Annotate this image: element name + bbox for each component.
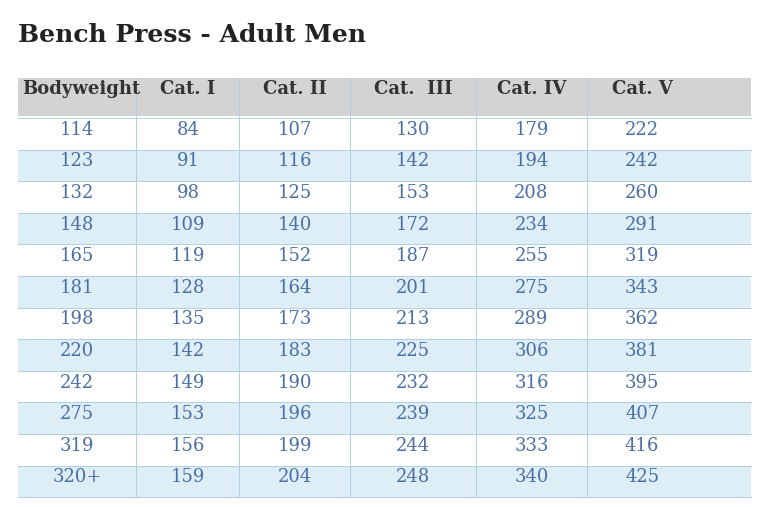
Text: 153: 153 <box>396 184 431 202</box>
Text: 340: 340 <box>514 468 548 486</box>
Text: 198: 198 <box>60 310 95 329</box>
FancyBboxPatch shape <box>18 308 751 339</box>
Text: 316: 316 <box>514 374 549 391</box>
Text: Cat. IV: Cat. IV <box>497 80 566 98</box>
Text: 343: 343 <box>625 279 659 297</box>
FancyBboxPatch shape <box>18 78 751 116</box>
Text: 179: 179 <box>514 121 548 139</box>
Text: 204: 204 <box>278 468 312 486</box>
Text: 148: 148 <box>60 215 95 234</box>
Text: 142: 142 <box>171 342 205 360</box>
Text: 128: 128 <box>171 279 205 297</box>
Text: 123: 123 <box>60 153 95 170</box>
Text: 248: 248 <box>396 468 430 486</box>
Text: Cat. V: Cat. V <box>611 80 673 98</box>
FancyBboxPatch shape <box>18 244 751 276</box>
Text: 187: 187 <box>396 247 431 265</box>
FancyBboxPatch shape <box>18 213 751 244</box>
Text: 119: 119 <box>171 247 205 265</box>
Text: Cat.  III: Cat. III <box>374 80 452 98</box>
Text: 98: 98 <box>176 184 199 202</box>
Text: 260: 260 <box>625 184 659 202</box>
Text: 172: 172 <box>396 215 430 234</box>
Text: 208: 208 <box>514 184 548 202</box>
FancyBboxPatch shape <box>18 465 751 497</box>
Text: 275: 275 <box>514 279 548 297</box>
Text: 319: 319 <box>625 247 659 265</box>
Text: 232: 232 <box>396 374 430 391</box>
FancyBboxPatch shape <box>18 118 751 150</box>
FancyBboxPatch shape <box>18 403 751 434</box>
Text: 201: 201 <box>396 279 431 297</box>
Text: 381: 381 <box>625 342 659 360</box>
Text: 84: 84 <box>176 121 199 139</box>
Text: 156: 156 <box>171 437 205 455</box>
Text: 140: 140 <box>278 215 312 234</box>
FancyBboxPatch shape <box>18 182 751 213</box>
Text: 159: 159 <box>171 468 205 486</box>
Text: 289: 289 <box>514 310 548 329</box>
Text: 116: 116 <box>278 153 312 170</box>
Text: 416: 416 <box>625 437 659 455</box>
Text: 194: 194 <box>514 153 548 170</box>
Text: 222: 222 <box>625 121 659 139</box>
Text: 291: 291 <box>625 215 659 234</box>
Text: 183: 183 <box>278 342 312 360</box>
FancyBboxPatch shape <box>18 434 751 465</box>
Text: 152: 152 <box>278 247 312 265</box>
Text: 325: 325 <box>514 405 548 423</box>
Text: Cat. I: Cat. I <box>160 80 215 98</box>
Text: Cat. II: Cat. II <box>263 80 327 98</box>
Text: 173: 173 <box>278 310 312 329</box>
Text: 130: 130 <box>396 121 431 139</box>
Text: 196: 196 <box>278 405 312 423</box>
Text: 190: 190 <box>278 374 312 391</box>
Text: 91: 91 <box>176 153 199 170</box>
Text: 319: 319 <box>60 437 95 455</box>
FancyBboxPatch shape <box>18 371 751 403</box>
FancyBboxPatch shape <box>18 150 751 182</box>
Text: 395: 395 <box>625 374 659 391</box>
Text: 220: 220 <box>60 342 95 360</box>
Text: 165: 165 <box>60 247 95 265</box>
Text: 255: 255 <box>514 247 548 265</box>
Text: 132: 132 <box>60 184 95 202</box>
Text: 181: 181 <box>60 279 95 297</box>
Text: 109: 109 <box>171 215 205 234</box>
Text: 153: 153 <box>171 405 205 423</box>
Text: 407: 407 <box>625 405 659 423</box>
FancyBboxPatch shape <box>18 276 751 308</box>
Text: 244: 244 <box>396 437 430 455</box>
Text: 142: 142 <box>396 153 430 170</box>
Text: 320+: 320+ <box>52 468 102 486</box>
Text: 425: 425 <box>625 468 659 486</box>
Text: 275: 275 <box>60 405 95 423</box>
Text: 333: 333 <box>514 437 549 455</box>
Text: 306: 306 <box>514 342 549 360</box>
Text: 242: 242 <box>625 153 659 170</box>
Text: 149: 149 <box>171 374 205 391</box>
FancyBboxPatch shape <box>18 339 751 371</box>
Text: 225: 225 <box>396 342 430 360</box>
Text: 362: 362 <box>625 310 659 329</box>
Text: 199: 199 <box>278 437 312 455</box>
Text: Bodyweight: Bodyweight <box>22 80 140 98</box>
Text: Bench Press - Adult Men: Bench Press - Adult Men <box>18 23 366 47</box>
Text: 125: 125 <box>278 184 312 202</box>
Text: 239: 239 <box>396 405 431 423</box>
Text: 107: 107 <box>278 121 312 139</box>
Text: 114: 114 <box>60 121 95 139</box>
Text: 242: 242 <box>60 374 95 391</box>
Text: 213: 213 <box>396 310 431 329</box>
Text: 234: 234 <box>514 215 548 234</box>
Text: 164: 164 <box>278 279 312 297</box>
Text: 135: 135 <box>171 310 205 329</box>
